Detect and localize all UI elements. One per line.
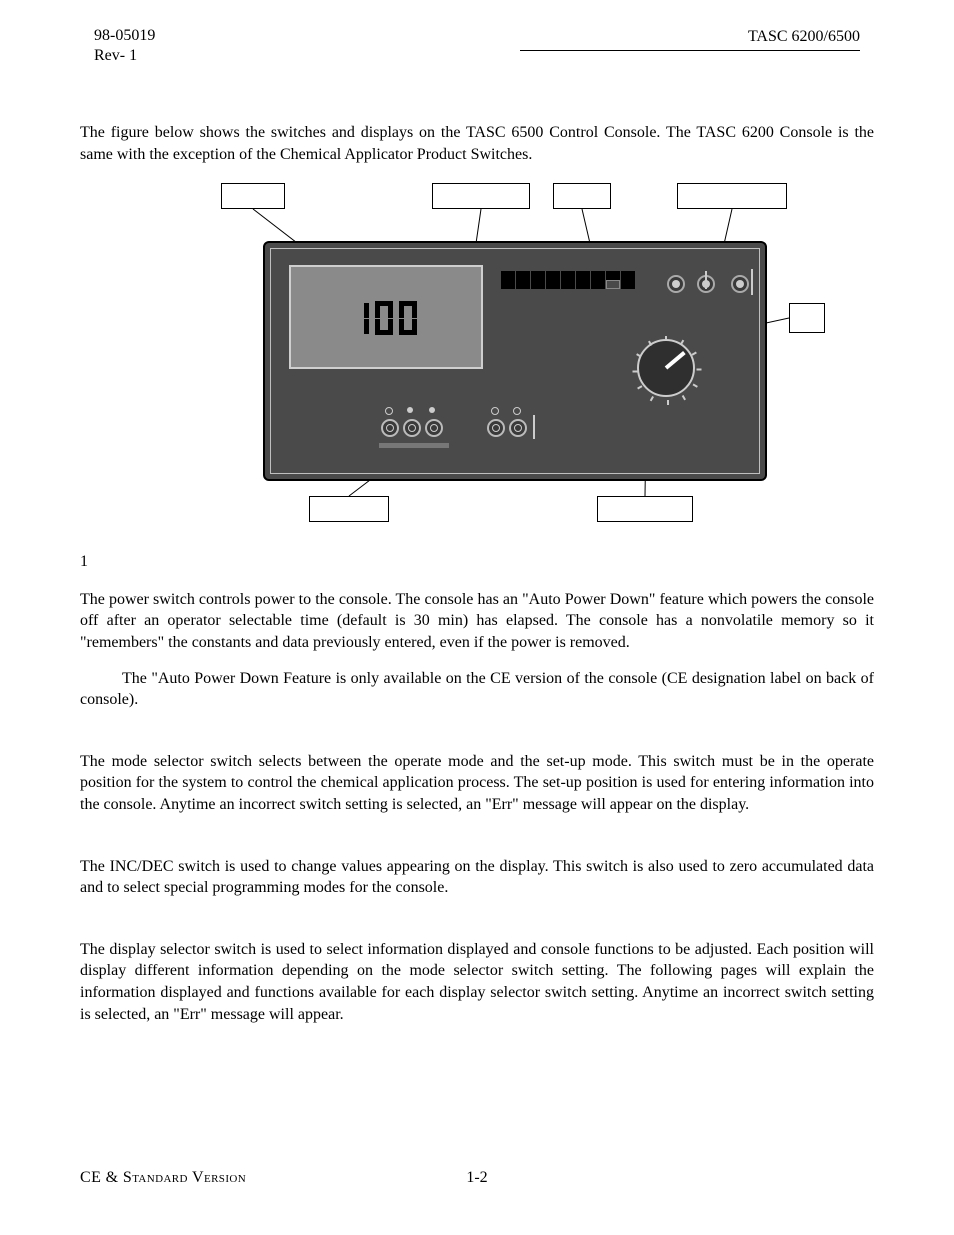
lcd-display xyxy=(289,265,483,369)
intro-paragraph: The figure below shows the switches and … xyxy=(80,122,874,165)
digit-3 xyxy=(399,301,417,335)
dial-pointer xyxy=(665,351,686,369)
para-inc-dec: The INC/DEC switch is used to change val… xyxy=(80,856,874,899)
para-display-selector: The display selector switch is used to s… xyxy=(80,939,874,1025)
console-panel xyxy=(263,241,767,481)
para-power-switch: The power switch controls power to the c… xyxy=(80,589,874,654)
header-right: TASC 6200/6500 xyxy=(520,26,860,51)
top-switch-divider xyxy=(751,269,753,295)
product-name: TASC 6200/6500 xyxy=(748,28,860,45)
para-note-ce: The "Auto Power Down Feature is only ava… xyxy=(80,668,874,711)
rotary-dial[interactable] xyxy=(637,339,695,397)
para-mode-selector: The mode selector switch selects between… xyxy=(80,751,874,816)
digit-1 xyxy=(351,301,369,335)
header-left: 98-05019 Rev- 1 xyxy=(94,26,155,66)
doc-number: 98-05019 xyxy=(94,26,155,46)
footer-page: 1-2 xyxy=(0,1167,954,1189)
bottom-switch-divider xyxy=(533,415,535,439)
digit-2 xyxy=(375,301,393,335)
revision: Rev- 1 xyxy=(94,46,155,66)
bar-row-bottom xyxy=(501,280,653,289)
bar-row-top xyxy=(501,271,653,280)
bottom-bar-1 xyxy=(379,443,449,448)
lcd-digits xyxy=(351,301,417,335)
section-number: 1 xyxy=(80,551,874,573)
bar-indicator xyxy=(501,271,653,291)
console-figure xyxy=(157,183,797,523)
